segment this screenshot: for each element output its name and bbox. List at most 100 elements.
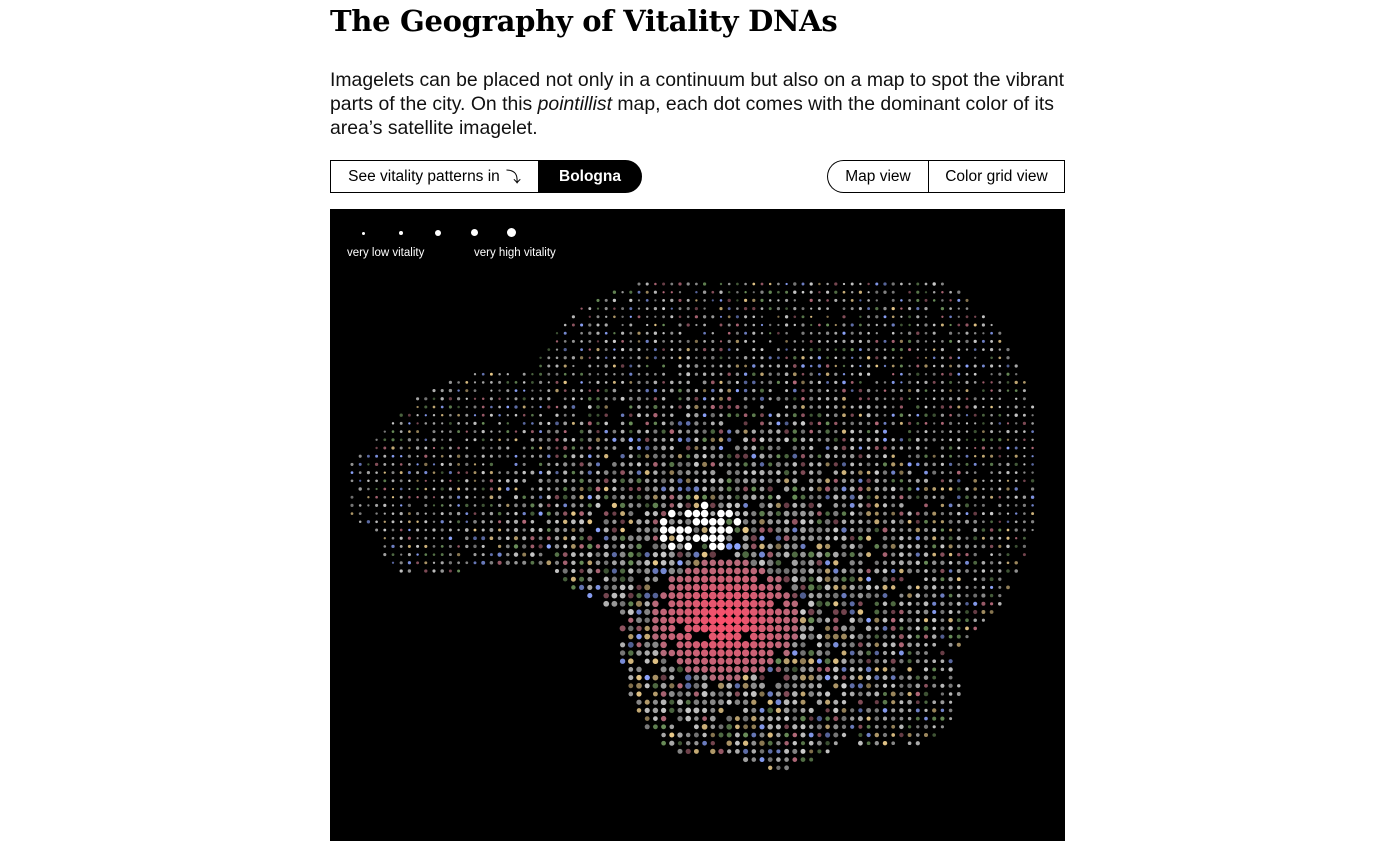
map-dot	[619, 568, 626, 574]
map-dot	[957, 298, 961, 302]
map-dot	[652, 486, 658, 492]
map-dot	[457, 446, 460, 450]
map-dot	[857, 592, 864, 599]
map-dot	[874, 741, 879, 746]
map-dot	[366, 454, 370, 458]
map-dot	[636, 462, 642, 467]
map-dot	[1006, 569, 1010, 573]
map-dot	[693, 674, 700, 681]
map-dot	[825, 421, 830, 426]
map-dot	[923, 535, 929, 541]
map-dot	[677, 699, 683, 706]
map-dot	[758, 567, 766, 575]
map-dot	[652, 494, 658, 500]
map-dot	[1023, 446, 1026, 450]
map-dot	[538, 560, 543, 565]
map-dot	[571, 397, 575, 401]
map-dot	[948, 626, 953, 631]
map-dot	[514, 381, 518, 384]
map-dot	[760, 282, 764, 286]
map-dot	[990, 471, 993, 474]
map-dot	[612, 339, 616, 343]
map-dot	[1014, 438, 1018, 442]
map-dot	[448, 421, 452, 425]
map-dot	[742, 559, 749, 567]
map-dot	[416, 561, 420, 565]
map-dot	[916, 421, 920, 425]
map-dot	[522, 454, 526, 458]
map-dot	[858, 339, 862, 343]
map-dot	[767, 666, 773, 673]
map-dot	[767, 691, 774, 697]
map-dot	[907, 536, 912, 541]
map-dot	[850, 716, 855, 721]
map-dot	[702, 347, 707, 352]
map-dot	[579, 544, 584, 549]
map-dot	[899, 528, 904, 532]
map-dot	[424, 471, 428, 475]
map-dot	[768, 299, 772, 302]
map-dot	[932, 462, 936, 467]
map-dot	[692, 518, 701, 526]
map-dot	[998, 364, 1002, 368]
map-dot	[416, 528, 420, 532]
map-dot	[924, 315, 928, 319]
map-dot	[736, 282, 739, 286]
map-dot	[957, 315, 960, 318]
map-dot	[751, 699, 757, 705]
map-dot	[448, 511, 453, 516]
map-dot	[792, 437, 798, 443]
map-dot	[513, 552, 519, 557]
map-dot	[793, 299, 797, 302]
map-dot	[662, 364, 666, 368]
map-dot	[857, 658, 863, 664]
map-dot	[628, 601, 634, 607]
map-dot	[891, 462, 896, 467]
map-dot	[818, 372, 821, 376]
map-dot	[619, 658, 626, 664]
map-dot	[817, 495, 822, 500]
map-dot	[686, 323, 690, 327]
map-dot	[767, 715, 773, 722]
map-dot	[907, 331, 912, 335]
map-dot	[965, 454, 969, 458]
map-dot	[653, 716, 658, 721]
map-dot	[637, 405, 641, 409]
map-dot	[538, 437, 543, 442]
map-dot	[653, 462, 658, 467]
map-dot	[734, 691, 740, 697]
map-dot	[998, 520, 1002, 524]
map-view-button[interactable]: Map view	[827, 160, 928, 193]
map-dot	[497, 552, 502, 557]
map-dot	[817, 364, 822, 368]
map-dot	[563, 503, 568, 508]
map-dot	[693, 453, 699, 459]
map-dot	[849, 502, 855, 508]
map-dot	[792, 462, 798, 467]
city-picker-label[interactable]: See vitality patterns in ⤵	[330, 160, 538, 193]
map-dot	[571, 470, 576, 475]
map-dot	[949, 339, 953, 343]
map-dot	[399, 438, 403, 442]
color-grid-view-button[interactable]: Color grid view	[928, 160, 1065, 193]
map-dot	[924, 569, 928, 573]
map-dot	[850, 708, 855, 713]
map-dot	[579, 503, 584, 508]
map-dot	[759, 716, 765, 722]
map-dot	[818, 282, 821, 286]
map-dot	[440, 512, 444, 516]
map-dot	[661, 502, 667, 508]
map-dot	[752, 315, 756, 319]
map-dot	[923, 593, 929, 598]
city-picker[interactable]: See vitality patterns in ⤵ Bologna	[330, 160, 642, 193]
map-dot	[874, 519, 880, 525]
map-dot	[923, 486, 929, 492]
map-dot	[734, 732, 740, 738]
pointillist-map[interactable]: very low vitality very high vitality	[330, 209, 1065, 841]
map-dot	[965, 585, 969, 590]
map-dot	[841, 601, 847, 607]
map-dot	[998, 339, 1002, 343]
map-dot	[826, 413, 830, 417]
map-dot	[875, 323, 878, 327]
city-select-button[interactable]: Bologna	[538, 160, 642, 193]
